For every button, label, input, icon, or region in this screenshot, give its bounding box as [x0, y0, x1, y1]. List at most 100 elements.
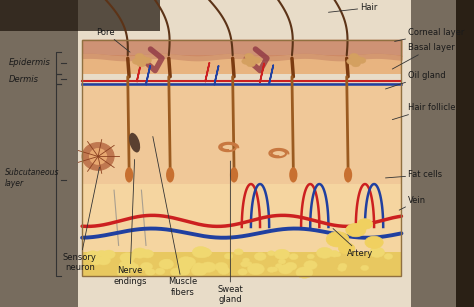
- Circle shape: [337, 266, 346, 271]
- Circle shape: [252, 57, 261, 64]
- Circle shape: [242, 58, 251, 64]
- Circle shape: [246, 61, 255, 67]
- Circle shape: [97, 251, 106, 257]
- Text: Hair: Hair: [328, 3, 378, 12]
- Bar: [82, 55, 401, 74]
- Bar: [82, 184, 401, 251]
- Ellipse shape: [344, 167, 352, 183]
- Circle shape: [279, 265, 292, 274]
- Text: Fat cells: Fat cells: [385, 170, 442, 179]
- Circle shape: [243, 258, 249, 262]
- Text: Nerve
endings: Nerve endings: [113, 160, 147, 286]
- Circle shape: [192, 263, 205, 271]
- Circle shape: [224, 253, 233, 259]
- Ellipse shape: [125, 167, 133, 183]
- Circle shape: [178, 257, 194, 268]
- Circle shape: [338, 263, 347, 269]
- Circle shape: [278, 259, 286, 264]
- Circle shape: [289, 254, 298, 260]
- Circle shape: [329, 251, 339, 257]
- Circle shape: [140, 262, 153, 270]
- Circle shape: [245, 53, 254, 60]
- Circle shape: [192, 247, 209, 258]
- Circle shape: [384, 254, 392, 259]
- Circle shape: [171, 268, 183, 277]
- Text: Epidermis: Epidermis: [9, 58, 51, 67]
- Text: Artery: Artery: [333, 228, 373, 258]
- Bar: [0, 0, 160, 31]
- Circle shape: [357, 219, 373, 229]
- Circle shape: [326, 231, 349, 247]
- Text: Dermis: Dermis: [9, 75, 39, 84]
- Circle shape: [352, 56, 361, 62]
- Circle shape: [197, 248, 211, 258]
- Circle shape: [137, 61, 146, 67]
- Bar: [82, 86, 401, 184]
- Circle shape: [275, 263, 283, 268]
- Circle shape: [120, 253, 135, 263]
- Circle shape: [307, 254, 314, 259]
- Circle shape: [119, 264, 130, 272]
- Circle shape: [238, 269, 247, 275]
- Circle shape: [246, 262, 252, 266]
- Circle shape: [357, 57, 366, 64]
- Circle shape: [349, 53, 358, 60]
- Circle shape: [132, 58, 141, 64]
- Text: Hair follicle: Hair follicle: [392, 103, 456, 120]
- Circle shape: [334, 252, 341, 257]
- Circle shape: [178, 261, 192, 271]
- Ellipse shape: [129, 133, 140, 153]
- Text: Corneal layer: Corneal layer: [395, 28, 465, 41]
- Circle shape: [255, 252, 266, 260]
- Circle shape: [277, 250, 289, 258]
- Ellipse shape: [89, 148, 107, 165]
- Circle shape: [267, 267, 275, 272]
- Circle shape: [86, 251, 100, 260]
- Text: Vein: Vein: [399, 196, 427, 210]
- Circle shape: [142, 57, 152, 64]
- Circle shape: [162, 259, 172, 266]
- Circle shape: [138, 56, 147, 62]
- Circle shape: [135, 53, 144, 60]
- Bar: [82, 245, 401, 276]
- Circle shape: [346, 223, 366, 237]
- Circle shape: [317, 247, 333, 258]
- Circle shape: [141, 250, 154, 258]
- Circle shape: [351, 61, 360, 67]
- Circle shape: [361, 265, 369, 270]
- Circle shape: [365, 236, 383, 248]
- Text: Muscle
fibers: Muscle fibers: [153, 137, 197, 297]
- Circle shape: [155, 268, 165, 274]
- Ellipse shape: [82, 143, 114, 170]
- Ellipse shape: [166, 167, 174, 183]
- Circle shape: [346, 58, 356, 64]
- Circle shape: [204, 250, 211, 255]
- Circle shape: [274, 249, 290, 259]
- Circle shape: [119, 260, 136, 271]
- Circle shape: [145, 269, 155, 275]
- Circle shape: [268, 251, 275, 256]
- Circle shape: [285, 262, 297, 270]
- Circle shape: [338, 243, 355, 254]
- Circle shape: [102, 250, 115, 259]
- Circle shape: [201, 262, 216, 272]
- Ellipse shape: [230, 167, 238, 183]
- Bar: [0, 0, 78, 307]
- Text: Subcutaneous
layer: Subcutaneous layer: [5, 168, 59, 188]
- Circle shape: [247, 56, 256, 62]
- Circle shape: [176, 266, 190, 276]
- Circle shape: [241, 261, 249, 267]
- Bar: [410, 0, 456, 307]
- Text: Basal layer: Basal layer: [392, 43, 455, 69]
- Text: Oil gland: Oil gland: [385, 71, 446, 89]
- Circle shape: [92, 259, 100, 265]
- Circle shape: [234, 249, 243, 255]
- Circle shape: [191, 265, 207, 276]
- Circle shape: [128, 263, 138, 270]
- Circle shape: [247, 263, 264, 275]
- Circle shape: [182, 257, 196, 266]
- Circle shape: [159, 259, 173, 269]
- Circle shape: [304, 261, 317, 270]
- Text: Sensory
neuron: Sensory neuron: [63, 167, 100, 272]
- Circle shape: [130, 253, 137, 258]
